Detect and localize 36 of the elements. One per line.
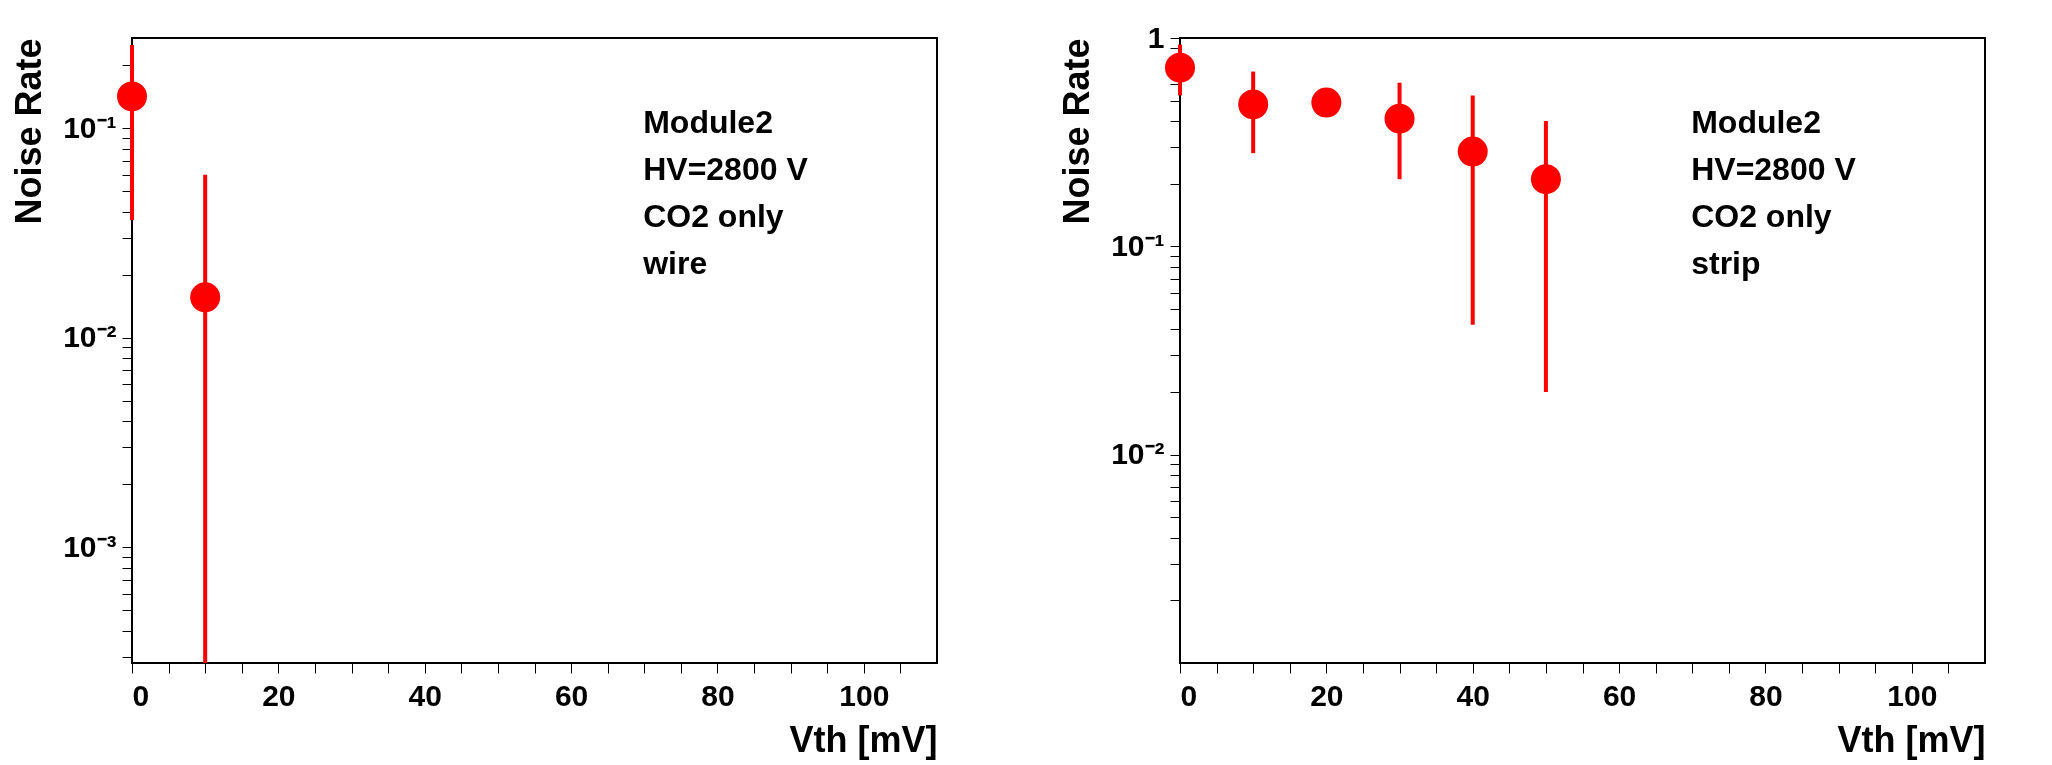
x-tick-label: 0 [132, 678, 150, 712]
x-tick-label: 40 [408, 678, 442, 712]
annotation: CO2 only [643, 198, 784, 234]
annotation: Module2 [643, 104, 773, 140]
annotation: HV=2800 V [1691, 151, 1857, 187]
annotation: HV=2800 V [643, 151, 809, 187]
x-axis-title: Vth [mV] [789, 718, 938, 760]
annotation: wire [642, 245, 708, 281]
point [1238, 89, 1269, 120]
x-tick-label: 100 [1887, 678, 1938, 712]
x-tick-label: 80 [1749, 678, 1783, 712]
y-tick-label: 10⁻¹ [1111, 228, 1165, 262]
point [1530, 164, 1561, 195]
x-tick-label: 100 [839, 678, 890, 712]
annotation: strip [1691, 245, 1761, 281]
x-tick-label: 80 [701, 678, 735, 712]
x-tick-label: 0 [1180, 678, 1198, 712]
y-tick-label: 10⁻³ [63, 529, 117, 563]
x-tick-label: 40 [1456, 678, 1490, 712]
point [1384, 103, 1415, 134]
y-axis-title: Noise Rate [8, 38, 50, 225]
y-axis-title: Noise Rate [1056, 38, 1098, 225]
point [1165, 52, 1195, 83]
point [1457, 136, 1488, 167]
point [1311, 87, 1342, 118]
y-tick-label: 10⁻¹ [63, 110, 117, 144]
y-tick-label: 10⁻² [1111, 437, 1165, 471]
x-tick-label: 60 [554, 678, 589, 712]
x-tick-label: 20 [1310, 678, 1344, 712]
x-axis-title: Vth [mV] [1837, 718, 1986, 760]
y-tick-label: 1 [1147, 20, 1165, 54]
annotation: CO2 only [1691, 198, 1832, 234]
annotation: Module2 [1691, 104, 1821, 140]
x-tick-label: 20 [262, 678, 296, 712]
x-tick-label: 60 [1602, 678, 1637, 712]
y-tick-label: 10⁻² [63, 320, 117, 354]
